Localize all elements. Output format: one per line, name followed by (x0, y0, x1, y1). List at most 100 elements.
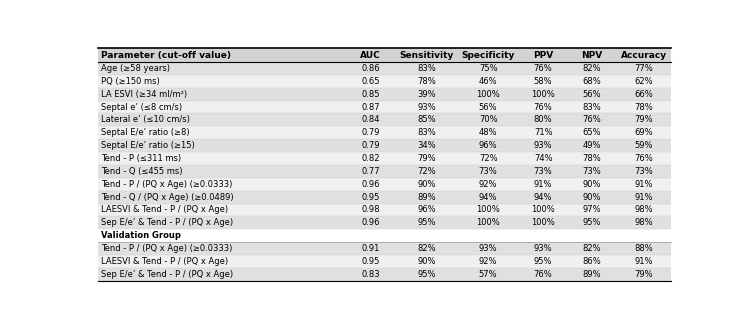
Bar (98, 204, 671, 216)
Text: 0.79: 0.79 (362, 141, 380, 150)
Text: 78%: 78% (634, 102, 653, 111)
Text: 93%: 93% (534, 244, 553, 253)
Text: 70%: 70% (479, 115, 497, 124)
Text: Tend - P / (PQ x Age) (≥0.0333): Tend - P / (PQ x Age) (≥0.0333) (100, 244, 232, 253)
Text: 80%: 80% (534, 115, 553, 124)
Text: 56%: 56% (583, 90, 601, 99)
Text: 0.98: 0.98 (362, 205, 380, 214)
Text: 92%: 92% (479, 180, 497, 189)
Bar (98, 75, 671, 88)
Text: 77%: 77% (634, 64, 653, 73)
Text: Accuracy: Accuracy (621, 51, 667, 60)
Text: 73%: 73% (583, 167, 601, 176)
Text: 65%: 65% (583, 128, 601, 137)
Text: 85%: 85% (418, 115, 436, 124)
Text: AUC: AUC (360, 51, 381, 60)
Text: 59%: 59% (634, 141, 653, 150)
Text: 71%: 71% (534, 128, 553, 137)
Text: 90%: 90% (583, 180, 601, 189)
Bar (98, 268, 671, 281)
Text: 82%: 82% (418, 244, 436, 253)
Bar (98, 216, 671, 229)
Text: 56%: 56% (479, 102, 497, 111)
Text: 79%: 79% (634, 270, 653, 279)
Text: 78%: 78% (583, 154, 601, 163)
Text: 39%: 39% (418, 90, 436, 99)
Text: PQ (≥150 ms): PQ (≥150 ms) (100, 77, 160, 86)
Text: 90%: 90% (583, 193, 601, 202)
Text: 96%: 96% (418, 205, 436, 214)
Text: 100%: 100% (476, 218, 500, 227)
Text: 93%: 93% (534, 141, 553, 150)
Text: 90%: 90% (418, 180, 436, 189)
Text: 48%: 48% (479, 128, 497, 137)
Text: Sep E/e’ & Tend - P / (PQ x Age): Sep E/e’ & Tend - P / (PQ x Age) (100, 270, 233, 279)
Text: Tend - Q (≤455 ms): Tend - Q (≤455 ms) (100, 167, 182, 176)
Text: 76%: 76% (534, 64, 553, 73)
Text: Sep E/e’ & Tend - P / (PQ x Age): Sep E/e’ & Tend - P / (PQ x Age) (100, 218, 233, 227)
Text: 93%: 93% (479, 244, 497, 253)
Text: 79%: 79% (634, 115, 653, 124)
Text: 90%: 90% (418, 257, 436, 266)
Bar (98, 229, 671, 242)
Bar (98, 62, 671, 75)
Bar (98, 242, 671, 255)
Text: 0.91: 0.91 (362, 244, 380, 253)
Text: 97%: 97% (583, 205, 601, 214)
Text: 91%: 91% (634, 257, 653, 266)
Text: 94%: 94% (479, 193, 497, 202)
Text: 91%: 91% (634, 180, 653, 189)
Text: 94%: 94% (534, 193, 552, 202)
Text: 91%: 91% (634, 193, 653, 202)
Bar (98, 126, 671, 139)
Text: Septal E/e’ ratio (≥8): Septal E/e’ ratio (≥8) (100, 128, 189, 137)
Text: 69%: 69% (634, 128, 653, 137)
Text: 79%: 79% (418, 154, 436, 163)
Text: 66%: 66% (634, 90, 653, 99)
Text: PPV: PPV (533, 51, 554, 60)
Text: 74%: 74% (534, 154, 553, 163)
Text: 76%: 76% (634, 154, 653, 163)
Text: Tend - Q / (PQ x Age) (≥0.0489): Tend - Q / (PQ x Age) (≥0.0489) (100, 193, 233, 202)
Text: 0.96: 0.96 (362, 180, 380, 189)
Text: LA ESVI (≥34 ml/m²): LA ESVI (≥34 ml/m²) (100, 90, 187, 99)
Bar (98, 152, 671, 165)
Text: Septal E/e’ ratio (≥15): Septal E/e’ ratio (≥15) (100, 141, 194, 150)
Text: 73%: 73% (479, 167, 497, 176)
Text: 100%: 100% (531, 218, 555, 227)
Text: 73%: 73% (534, 167, 553, 176)
Text: 49%: 49% (583, 141, 601, 150)
Text: LAESVI & Tend - P / (PQ x Age): LAESVI & Tend - P / (PQ x Age) (100, 205, 228, 214)
Text: 58%: 58% (534, 77, 553, 86)
Text: 46%: 46% (479, 77, 497, 86)
Text: 0.87: 0.87 (361, 102, 380, 111)
Text: 76%: 76% (534, 270, 553, 279)
Text: Tend - P / (PQ x Age) (≥0.0333): Tend - P / (PQ x Age) (≥0.0333) (100, 180, 232, 189)
Text: 89%: 89% (583, 270, 601, 279)
Text: 95%: 95% (583, 218, 601, 227)
Text: 0.95: 0.95 (362, 193, 380, 202)
Text: 78%: 78% (417, 77, 436, 86)
Text: 57%: 57% (479, 270, 497, 279)
Text: Specificity: Specificity (461, 51, 515, 60)
Text: 89%: 89% (418, 193, 436, 202)
Text: Sensitivity: Sensitivity (400, 51, 454, 60)
Text: 76%: 76% (583, 115, 601, 124)
Text: 34%: 34% (418, 141, 436, 150)
Text: 98%: 98% (634, 218, 653, 227)
Text: 82%: 82% (583, 244, 601, 253)
Text: 93%: 93% (418, 102, 436, 111)
Text: 72%: 72% (479, 154, 497, 163)
Text: LAESVI & Tend - P / (PQ x Age): LAESVI & Tend - P / (PQ x Age) (100, 257, 228, 266)
Text: 100%: 100% (531, 90, 555, 99)
Text: 76%: 76% (534, 102, 553, 111)
Text: 0.84: 0.84 (362, 115, 380, 124)
Text: 83%: 83% (417, 128, 436, 137)
Text: 96%: 96% (479, 141, 497, 150)
Text: 0.96: 0.96 (362, 218, 380, 227)
Text: Lateral e’ (≤10 cm/s): Lateral e’ (≤10 cm/s) (100, 115, 189, 124)
Bar (98, 48, 671, 62)
Bar (98, 191, 671, 204)
Text: 0.85: 0.85 (362, 90, 380, 99)
Text: 0.95: 0.95 (362, 257, 380, 266)
